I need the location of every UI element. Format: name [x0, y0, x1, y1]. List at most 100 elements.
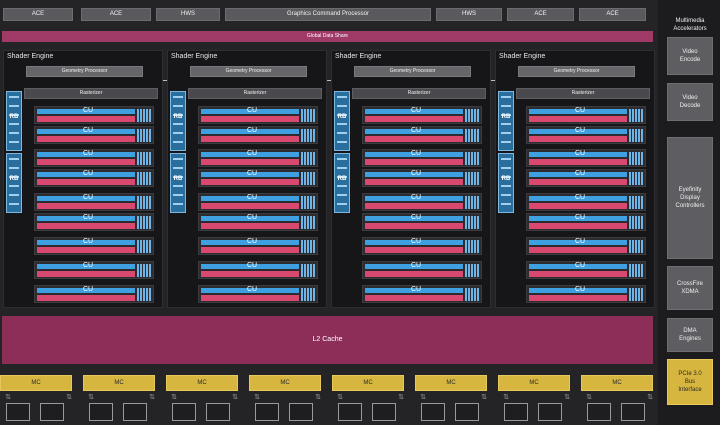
- geometry-processor: Geometry Processor: [190, 66, 307, 77]
- memory-controller-1: MC: [0, 375, 72, 391]
- cu-top-lane: [37, 264, 135, 269]
- ace-block-1: ACE: [3, 8, 73, 21]
- cu-top-lane: [529, 172, 627, 177]
- rb-strip: [337, 158, 347, 160]
- cu-top-lane: [365, 216, 463, 221]
- render-backend: RB: [170, 153, 186, 213]
- cu-bot-lane: [37, 203, 135, 209]
- memory-controller-5: MC: [332, 375, 404, 391]
- cu-bot-lane: [37, 271, 135, 277]
- rb-strip: [501, 203, 511, 205]
- cu-top-lane: [37, 216, 135, 221]
- cu-label: CU: [83, 150, 94, 157]
- memory-chip: [538, 403, 562, 421]
- cu-bot-lane: [365, 159, 463, 165]
- rb-label: RB: [501, 176, 511, 182]
- bidirectional-arrow-icon: ⇅: [398, 394, 404, 401]
- compute-unit: CU: [362, 193, 482, 211]
- rb-strip: [337, 132, 347, 134]
- cu-label: CU: [411, 262, 422, 269]
- rb-label: RB: [173, 176, 183, 182]
- cu-bot-lane: [529, 136, 627, 142]
- memory-controller-8: MC: [581, 375, 653, 391]
- rb-strip: [9, 176, 19, 178]
- shader-engine-3: Shader Engine Geometry Processor Rasterize…: [331, 50, 491, 308]
- compute-unit: CU: [34, 261, 154, 279]
- cu-top-lane: [529, 240, 627, 245]
- cu-side-lane: [137, 172, 151, 185]
- cu-bot-lane: [529, 116, 627, 122]
- compute-unit: CU: [198, 106, 318, 124]
- cu-side-lane: [465, 240, 479, 253]
- cu-bot-lane: [365, 203, 463, 209]
- cu-label: CU: [247, 150, 258, 157]
- bidirectional-arrow-icon: ⇅: [232, 394, 238, 401]
- shader-engine-title: Shader Engine: [7, 53, 54, 60]
- cu-label: CU: [83, 286, 94, 293]
- cu-top-lane: [365, 196, 463, 201]
- rb-strip: [9, 185, 19, 187]
- cu-label: CU: [411, 150, 422, 157]
- cu-side-lane: [465, 109, 479, 122]
- rb-strip: [173, 158, 183, 160]
- cu-top-lane: [201, 196, 299, 201]
- cu-label: CU: [575, 107, 586, 114]
- compute-unit: CU: [526, 169, 646, 187]
- cu-label: CU: [411, 238, 422, 245]
- compute-unit: CU: [34, 213, 154, 231]
- global-data-share: Global Data Share: [2, 31, 653, 42]
- compute-unit: CU: [198, 149, 318, 167]
- compute-unit: CU: [526, 213, 646, 231]
- ace-block-2: ACE: [81, 8, 151, 21]
- rasterizer: Rasterizer: [516, 88, 650, 99]
- cu-top-lane: [529, 109, 627, 114]
- rb-strip: [337, 176, 347, 178]
- cu-top-lane: [201, 129, 299, 134]
- cu-side-lane: [629, 172, 643, 185]
- cu-top-lane: [529, 216, 627, 221]
- cu-label: CU: [575, 286, 586, 293]
- rb-strip: [337, 114, 347, 116]
- cu-label: CU: [411, 214, 422, 221]
- memory-controller-6: MC: [415, 375, 487, 391]
- shader-engine-title: Shader Engine: [499, 53, 546, 60]
- cu-side-lane: [301, 288, 315, 301]
- cu-bot-lane: [37, 136, 135, 142]
- cu-bot-lane: [201, 179, 299, 185]
- cu-side-lane: [629, 152, 643, 165]
- cu-label: CU: [83, 127, 94, 134]
- memory-chip: [504, 403, 528, 421]
- cu-label: CU: [83, 107, 94, 114]
- cu-top-lane: [529, 196, 627, 201]
- bidirectional-arrow-icon: ⇅: [503, 394, 509, 401]
- compute-unit: CU: [362, 213, 482, 231]
- compute-unit: CU: [362, 149, 482, 167]
- rb-strip: [173, 105, 183, 107]
- rb-strip: [337, 141, 347, 143]
- compute-unit: CU: [362, 169, 482, 187]
- cu-bot-lane: [37, 295, 135, 301]
- cu-side-lane: [465, 216, 479, 229]
- cu-bot-lane: [529, 247, 627, 253]
- cu-bot-lane: [529, 159, 627, 165]
- rb-label: RB: [173, 114, 183, 120]
- cu-side-lane: [465, 129, 479, 142]
- compute-unit: CU: [526, 261, 646, 279]
- compute-unit: CU: [198, 126, 318, 144]
- cu-side-lane: [465, 264, 479, 277]
- compute-unit: CU: [526, 193, 646, 211]
- render-backend: RB: [6, 91, 22, 151]
- cu-top-lane: [201, 216, 299, 221]
- cu-side-lane: [301, 152, 315, 165]
- rb-label: RB: [337, 176, 347, 182]
- memory-chip: [89, 403, 113, 421]
- cu-top-lane: [37, 152, 135, 157]
- render-backend: RB: [334, 153, 350, 213]
- cu-top-lane: [201, 172, 299, 177]
- rb-strip: [9, 105, 19, 107]
- cu-label: CU: [83, 214, 94, 221]
- render-backend: RB: [498, 91, 514, 151]
- compute-unit: CU: [198, 285, 318, 303]
- memory-controller-4: MC: [249, 375, 321, 391]
- cu-top-lane: [201, 109, 299, 114]
